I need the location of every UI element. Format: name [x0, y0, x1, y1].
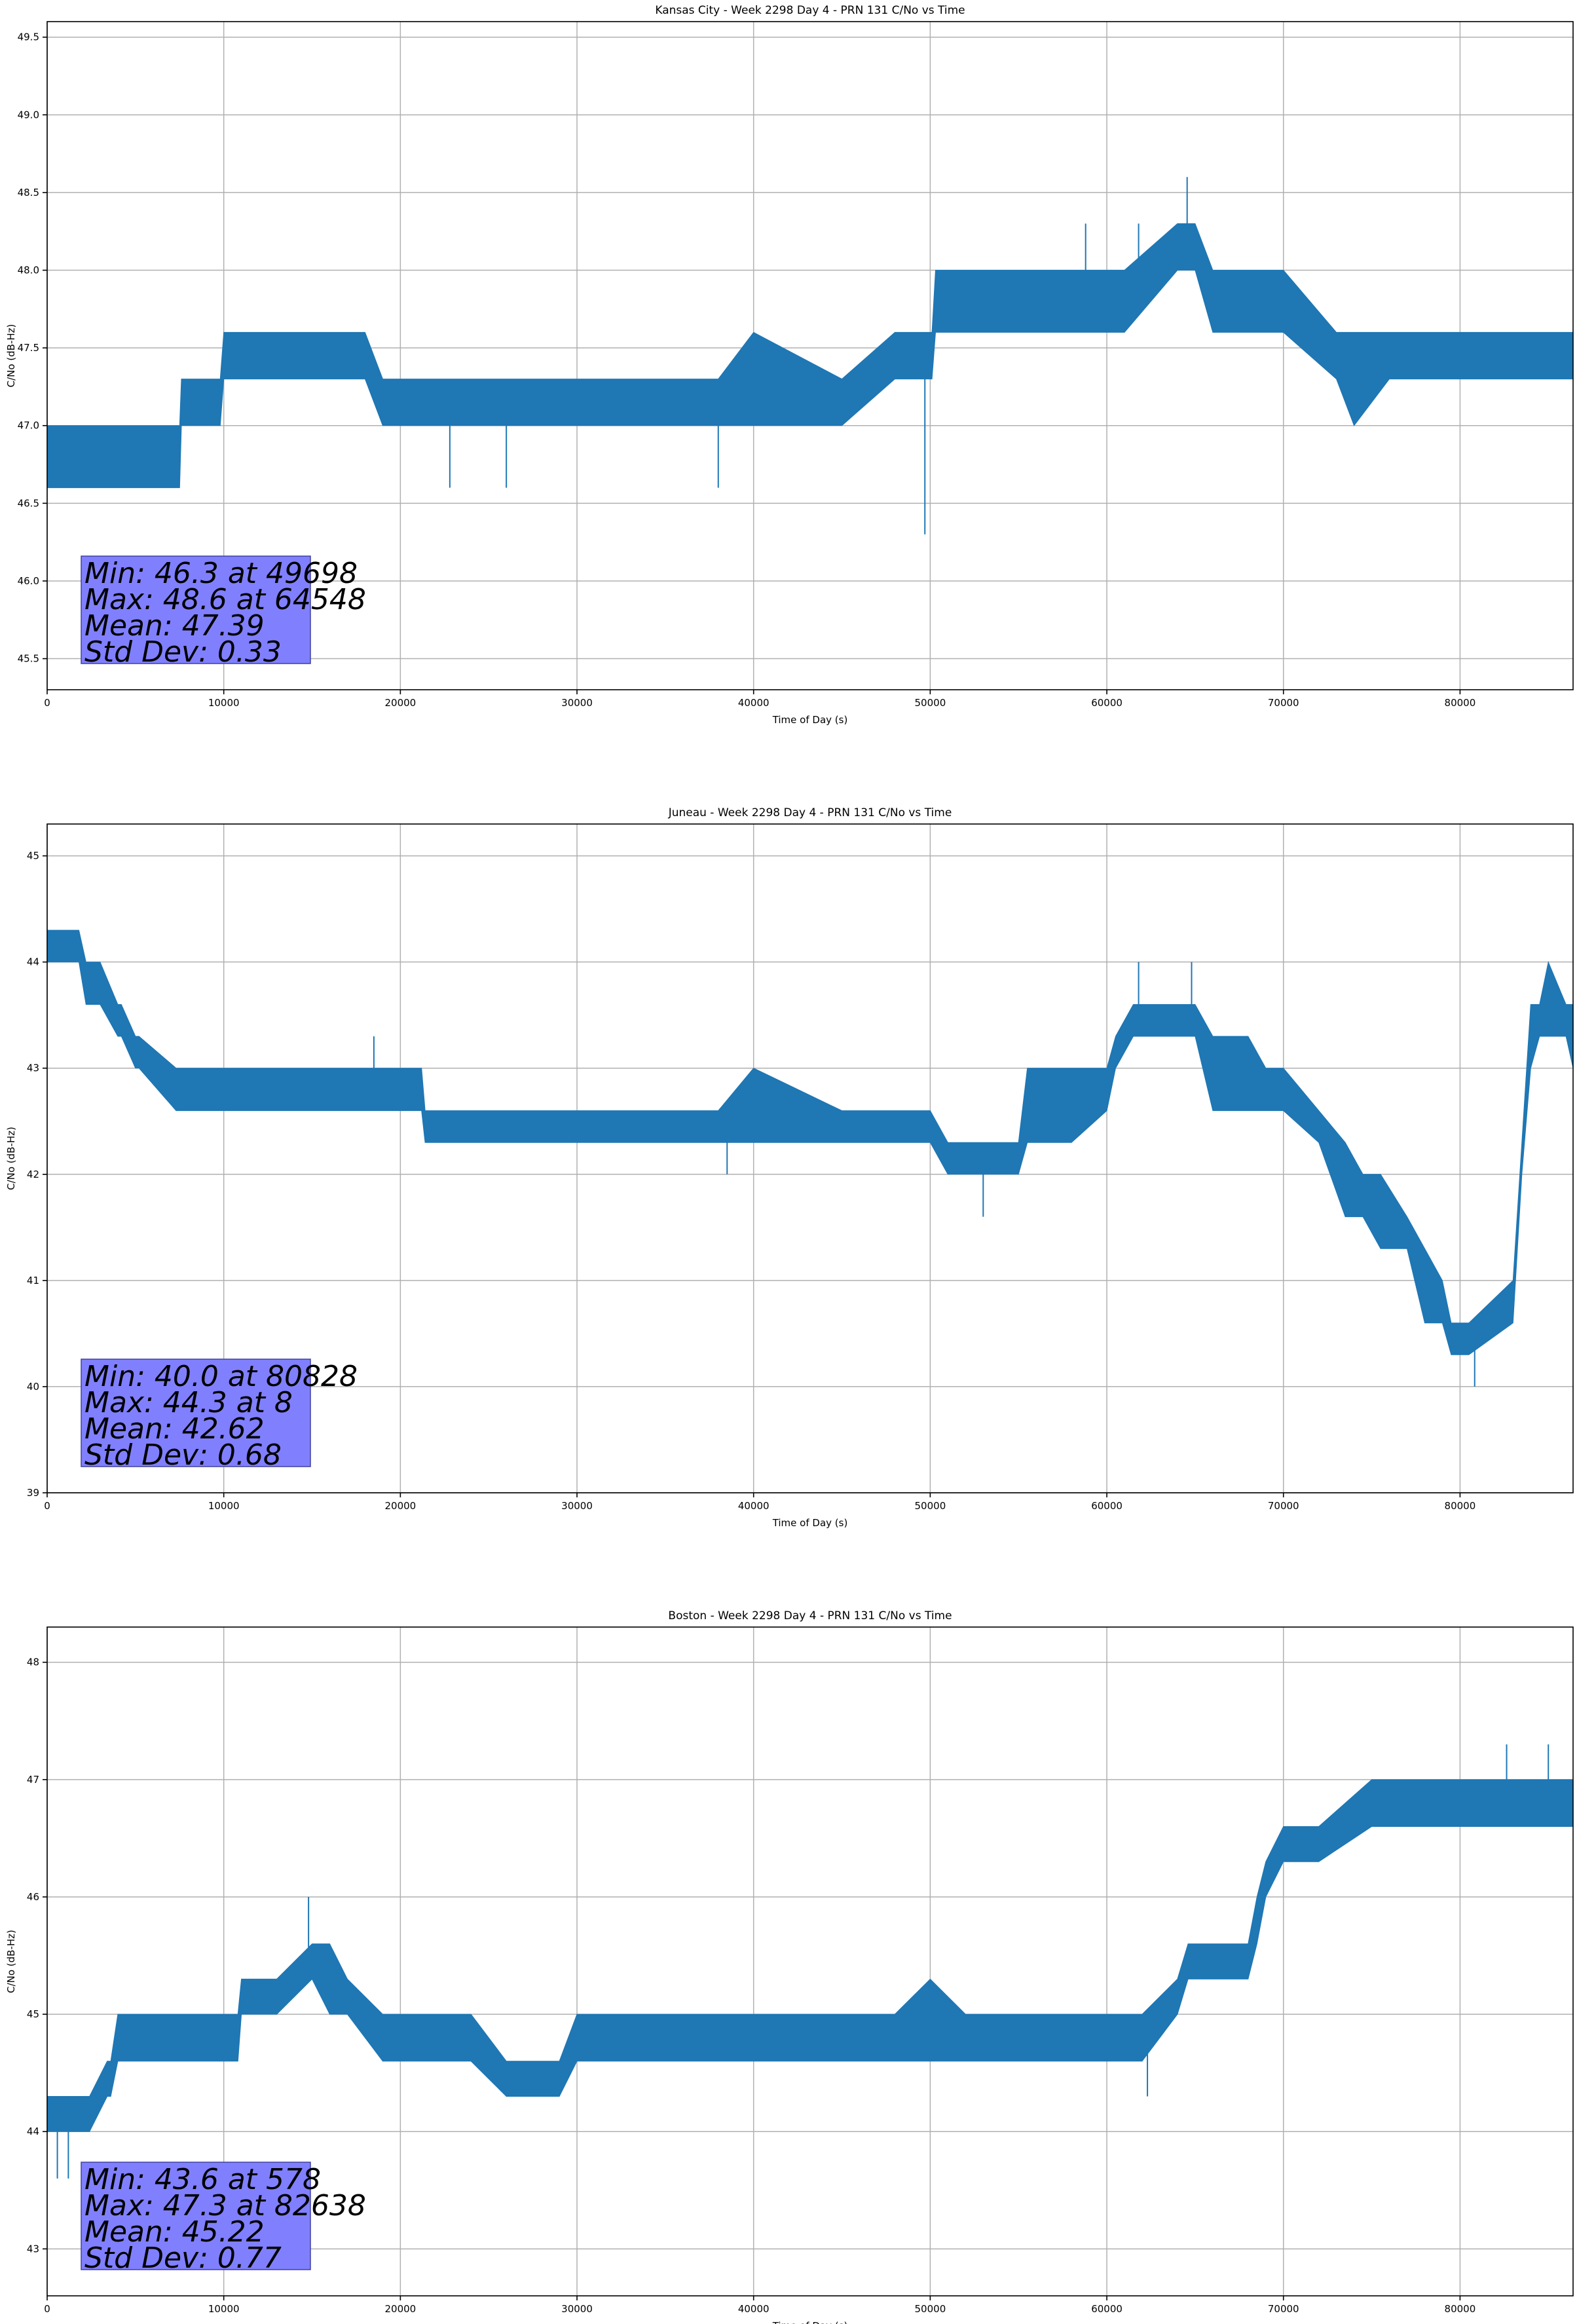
y-tick-label: 45.5	[18, 653, 39, 665]
stats-box	[81, 555, 311, 664]
y-tick-label: 44	[27, 956, 39, 968]
stats-line: Mean: 47.39	[84, 609, 265, 643]
x-tick-label: 30000	[561, 1500, 593, 1512]
y-tick-label: 49.0	[18, 109, 39, 121]
x-axis-label: Time of Day (s)	[772, 714, 848, 726]
y-tick-label: 46	[27, 1891, 39, 1903]
y-axis-label: C/No (dB-Hz)	[5, 1930, 17, 1993]
y-tick-label: 46.0	[18, 575, 39, 587]
x-tick-label: 40000	[738, 1500, 770, 1512]
x-tick-label: 70000	[1268, 697, 1299, 709]
y-tick-label: 47.0	[18, 420, 39, 432]
stats-line: Max: 44.3 at 8	[84, 1386, 293, 1419]
y-tick-label: 47	[27, 1774, 39, 1786]
chart-panel-1: 0 10000 20000 30000 40000 50000 60000 70000 8000…	[5, 4, 1574, 726]
x-tick-label: 50000	[915, 697, 946, 709]
stats-line: Min: 46.3 at 49698	[84, 557, 358, 590]
y-tick-label: 39	[27, 1487, 39, 1499]
x-tick-label: 70000	[1268, 2303, 1299, 2315]
y-axis-label: C/No (dB-Hz)	[5, 1127, 17, 1190]
x-tick-label: 10000	[208, 697, 240, 709]
x-tick-label: 20000	[384, 2303, 416, 2315]
y-tick-label: 42	[27, 1169, 39, 1180]
y-tick-label: 40	[27, 1381, 39, 1393]
stats-line: Std Dev: 0.77	[84, 2241, 282, 2275]
x-tick-label: 10000	[208, 2303, 240, 2315]
x-tick-label: 20000	[384, 697, 416, 709]
y-tick-label: 48	[27, 1657, 39, 1668]
plot-frame	[46, 823, 1574, 1493]
y-tick-label: 45	[27, 2008, 39, 2020]
y-tick-label: 48.0	[18, 265, 39, 276]
x-tick-label: 50000	[915, 1500, 946, 1512]
stats-line: Min: 43.6 at 578	[84, 2163, 321, 2196]
chart-title: Boston - Week 2298 Day 4 - PRN 131 C/No …	[668, 1609, 952, 1622]
y-tick-label: 43	[27, 1062, 39, 1074]
series-band	[46, 1779, 1574, 2132]
y-tick-label: 41	[27, 1275, 39, 1286]
x-axis-label: Time of Day (s)	[772, 1517, 848, 1529]
stats-line: Max: 47.3 at 82638	[84, 2189, 366, 2222]
y-tick-label: 43	[27, 2243, 39, 2255]
stats-line: Min: 40.0 at 80828	[84, 1360, 358, 1393]
x-tick-label: 0	[44, 1500, 50, 1512]
y-tick-label: 47.5	[18, 342, 39, 354]
stats-line: Std Dev: 0.68	[84, 1438, 282, 1472]
x-tick-label: 40000	[738, 697, 770, 709]
stats-box	[81, 2162, 311, 2270]
x-tick-label: 80000	[1445, 697, 1476, 709]
stats-line: Mean: 42.62	[84, 1412, 265, 1446]
x-tick-label: 80000	[1445, 1500, 1476, 1512]
series-band	[46, 929, 1574, 1355]
series-band	[46, 223, 1574, 489]
chart-panel-2: 0 10000 20000 30000 40000 50000 60000 70000 8000…	[5, 806, 1574, 1529]
x-tick-label: 30000	[561, 697, 593, 709]
stats-line: Max: 48.6 at 64548	[84, 583, 366, 616]
x-tick-label: 50000	[915, 2303, 946, 2315]
x-tick-label: 10000	[208, 1500, 240, 1512]
x-tick-label: 80000	[1445, 2303, 1476, 2315]
chart-panel-3: 0 10000 20000 30000 40000 50000 60000 70000 8000…	[5, 1609, 1574, 2324]
plot-frame	[46, 21, 1574, 690]
x-tick-label: 40000	[738, 2303, 770, 2315]
stats-box	[81, 1359, 311, 1467]
y-tick-label: 46.5	[18, 497, 39, 509]
stats-line: Mean: 45.22	[84, 2215, 265, 2249]
plot-frame	[46, 1626, 1574, 2296]
x-tick-label: 60000	[1091, 697, 1122, 709]
y-tick-label: 45	[27, 850, 39, 862]
x-tick-label: 60000	[1091, 2303, 1122, 2315]
chart-title: Juneau - Week 2298 Day 4 - PRN 131 C/No …	[668, 806, 952, 819]
y-axis-label: C/No (dB-Hz)	[5, 324, 17, 388]
x-tick-label: 70000	[1268, 1500, 1299, 1512]
y-tick-label: 49.5	[18, 31, 39, 43]
x-tick-label: 60000	[1091, 1500, 1122, 1512]
y-tick-label: 44	[27, 2126, 39, 2137]
x-tick-label: 0	[44, 2303, 50, 2315]
y-tick-label: 48.5	[18, 187, 39, 198]
x-tick-label: 30000	[561, 2303, 593, 2315]
x-tick-label: 20000	[384, 1500, 416, 1512]
stats-line: Std Dev: 0.33	[84, 635, 282, 669]
x-axis-label: Time of Day (s)	[772, 2320, 848, 2324]
x-tick-label: 0	[44, 697, 50, 709]
chart-title: Kansas City - Week 2298 Day 4 - PRN 131 …	[655, 4, 965, 17]
